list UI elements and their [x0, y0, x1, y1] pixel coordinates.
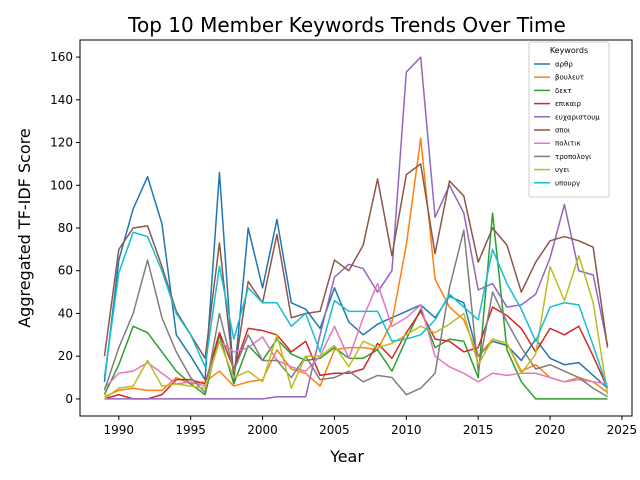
series-line-10 — [103, 231, 609, 389]
legend-title: Keywords — [550, 46, 588, 55]
series-line-9 — [103, 255, 609, 400]
x-tick-label: 2005 — [319, 423, 350, 437]
y-tick-label: 140 — [50, 93, 73, 107]
y-axis-label: Aggregated TF-IDF Score — [15, 128, 34, 328]
legend-label-8: τροπολογι — [555, 153, 592, 161]
series-line-4 — [104, 306, 609, 400]
legend-label-10: υπουργ — [555, 179, 580, 187]
y-tick-label: 120 — [50, 136, 73, 150]
legend-box — [528, 41, 610, 198]
x-tick-label: 2015 — [463, 423, 494, 437]
legend-label-5: ευχαριστουμ — [555, 113, 600, 121]
y-tick-label: 80 — [58, 221, 73, 235]
x-tick-label: 2025 — [607, 423, 638, 437]
x-tick-label: 2000 — [247, 423, 278, 437]
y-tick-label: 100 — [50, 178, 73, 192]
x-tick-label: 1990 — [104, 423, 135, 437]
series-line-5 — [104, 56, 609, 400]
legend-label-3: δεκτ — [555, 87, 571, 95]
series-line-1 — [103, 171, 609, 389]
y-tick-label: 0 — [65, 392, 73, 406]
chart-title: Top 10 Member Keywords Trends Over Time — [127, 13, 566, 37]
y-tick-label: 40 — [58, 306, 73, 320]
y-tick-label: 20 — [58, 349, 73, 363]
series-line-7 — [103, 282, 608, 389]
legend-label-9: υγει — [555, 166, 570, 174]
plot-area: 1990 1995 2000 2005 2010 2015 2020 2025 0 20 40 60 8… — [50, 39, 638, 437]
legend-label-2: βουλευτ — [555, 74, 584, 82]
x-tick-label: 2020 — [535, 423, 566, 437]
y-tick-label: 160 — [50, 50, 73, 64]
x-axis-label: Year — [329, 447, 364, 466]
y-tick-label: 60 — [58, 264, 73, 278]
legend-label-7: πολιτικ — [555, 140, 581, 148]
x-tick-label: 1995 — [175, 423, 206, 437]
legend-label-6: σποι — [555, 127, 571, 135]
legend-label-4: επικαιρ — [555, 100, 581, 108]
x-tick-label: 2010 — [391, 423, 422, 437]
legend: Keywords αρθρ βουλευτ δεκτ επικαιρ ευχαριστο… — [528, 41, 610, 198]
legend-label-1: αρθρ — [555, 61, 573, 69]
series-line-8 — [103, 229, 608, 398]
